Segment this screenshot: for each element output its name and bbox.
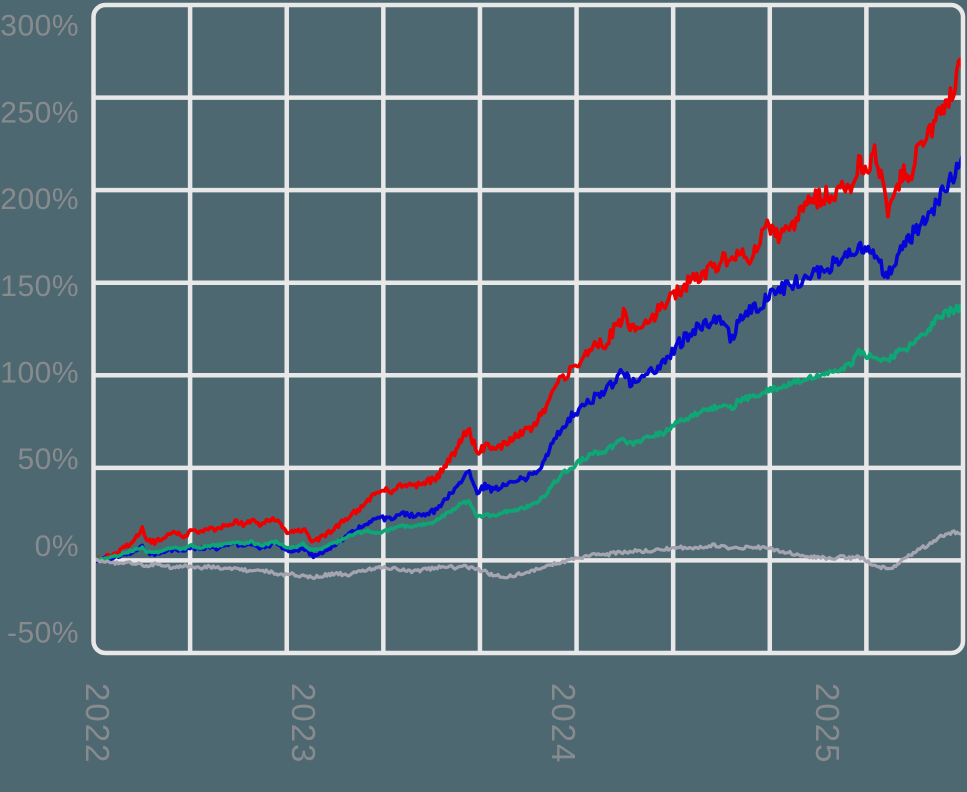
gray-series-line	[95, 529, 961, 580]
red-series-line	[95, 57, 961, 564]
x-tick-label: 2024	[545, 683, 582, 764]
green-series-line	[95, 303, 961, 563]
y-tick-label: 50%	[17, 443, 79, 476]
y-tick-label: 300%	[0, 10, 79, 43]
blue-series-line	[95, 155, 961, 564]
gridlines	[93, 5, 963, 653]
y-tick-label: -50%	[7, 617, 79, 650]
y-tick-label: 250%	[0, 96, 79, 129]
y-tick-label: 150%	[0, 270, 79, 303]
x-tick-label: 2023	[285, 683, 322, 764]
y-tick-label: 200%	[0, 183, 79, 216]
x-tick-label: 2025	[809, 683, 846, 764]
plot-border	[91, 2, 966, 656]
series-lines	[95, 57, 961, 580]
y-tick-label: 0%	[35, 530, 79, 563]
y-tick-label: 100%	[0, 357, 79, 390]
x-axis-labels: 2022 2023 2024 2025	[79, 683, 846, 764]
x-tick-label: 2022	[79, 683, 116, 764]
y-axis-labels: 300% 250% 200% 150% 100% 50% 0% -50%	[0, 10, 79, 650]
